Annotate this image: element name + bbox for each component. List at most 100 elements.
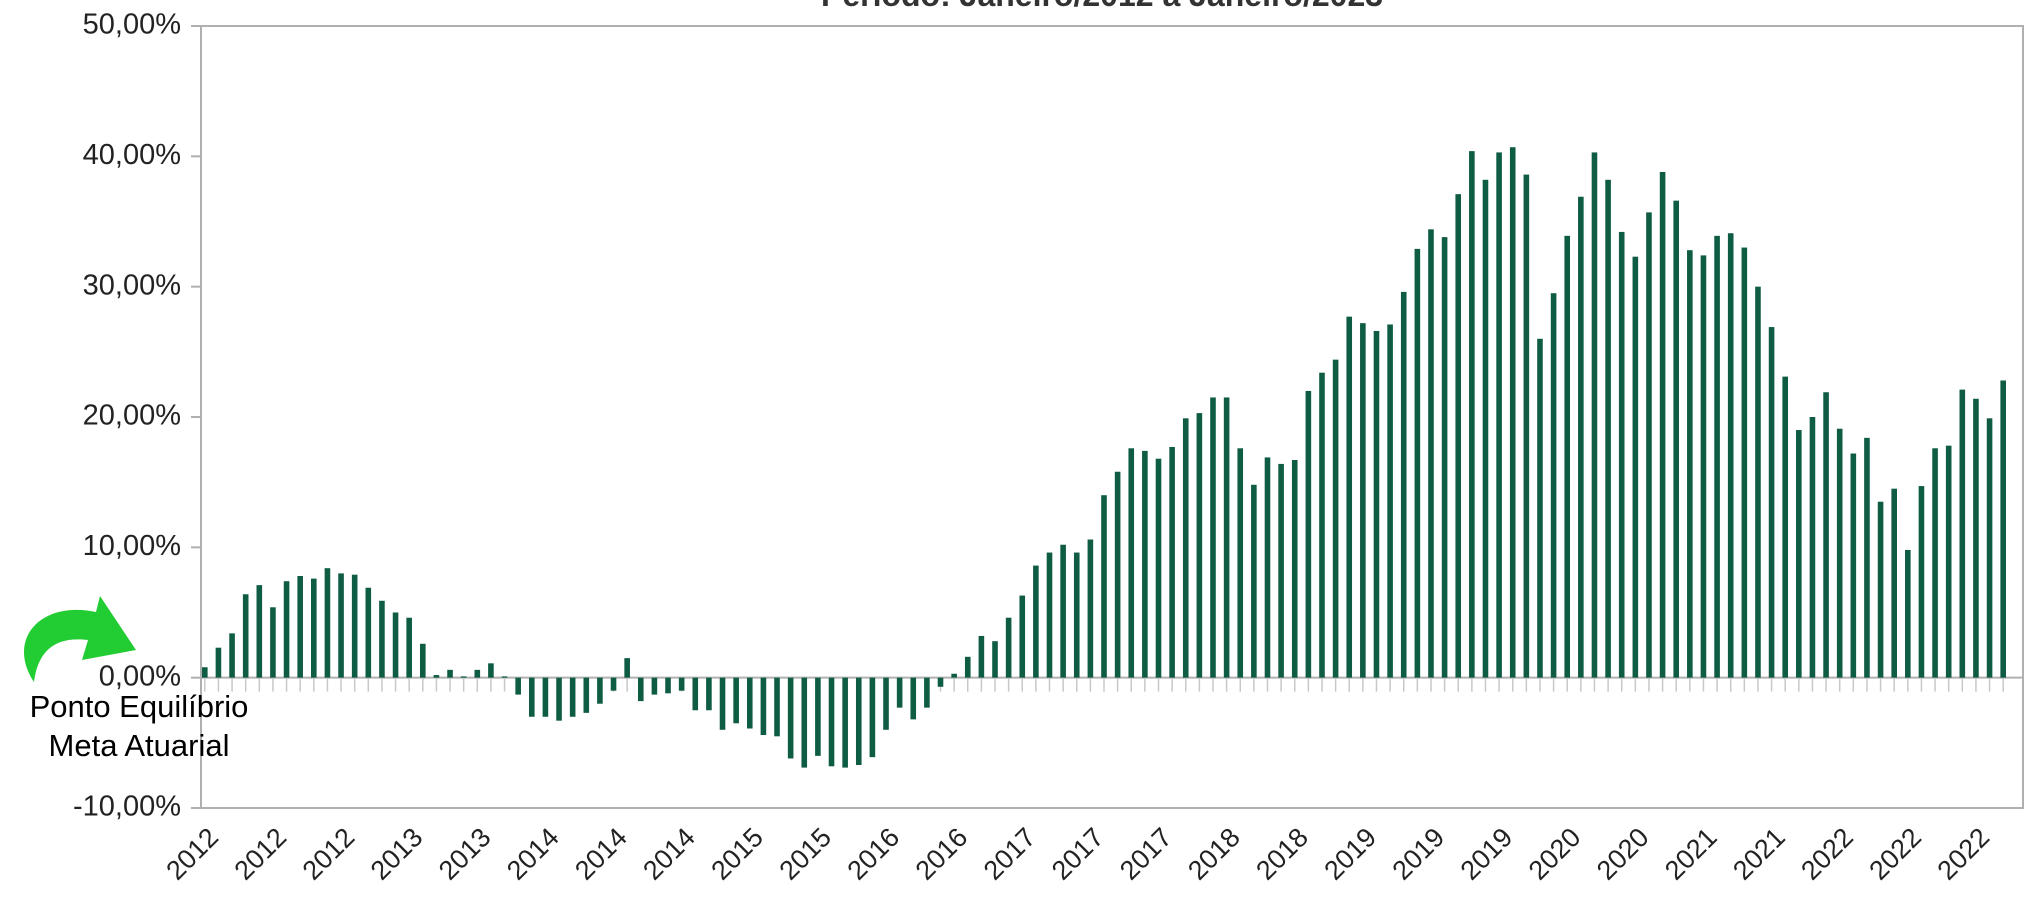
bar xyxy=(910,677,917,720)
bar xyxy=(528,677,535,717)
bar xyxy=(964,656,971,678)
bar xyxy=(1237,448,1244,678)
bar xyxy=(1019,595,1026,678)
x-tick-label: 2020 xyxy=(1591,822,1655,886)
x-tick-label: 2016 xyxy=(842,822,906,886)
y-tick-label: 20,00% xyxy=(83,400,181,432)
x-tick-label: 2016 xyxy=(910,822,974,886)
bar xyxy=(1877,501,1884,678)
bar xyxy=(229,633,235,678)
bar xyxy=(242,594,249,678)
bar xyxy=(1005,617,1012,678)
x-tick-label: 2018 xyxy=(1250,822,1314,886)
bar xyxy=(460,676,467,678)
bar xyxy=(215,647,222,678)
bar xyxy=(365,587,372,678)
bar xyxy=(1182,418,1189,678)
bar xyxy=(1046,552,1053,678)
bar xyxy=(338,573,344,678)
plot-frame xyxy=(200,25,2024,809)
bar xyxy=(569,677,576,717)
bar xyxy=(1959,389,1966,678)
bar xyxy=(1578,196,1584,678)
bar xyxy=(1400,291,1407,678)
bar xyxy=(1741,247,1748,678)
bar xyxy=(1073,552,1080,678)
bar xyxy=(678,677,685,691)
bar xyxy=(1033,565,1039,678)
bar xyxy=(1346,316,1353,678)
bar xyxy=(597,677,603,704)
bar xyxy=(1632,256,1639,678)
bar xyxy=(760,677,767,736)
x-tick-label: 2017 xyxy=(1046,822,1110,886)
bar xyxy=(1714,235,1720,678)
bar xyxy=(719,677,726,730)
bar xyxy=(883,677,889,730)
bar xyxy=(815,677,821,756)
bar xyxy=(406,617,412,678)
bar xyxy=(1387,324,1393,678)
bar xyxy=(297,576,303,678)
bar xyxy=(733,677,739,724)
bar xyxy=(1441,237,1448,678)
bar xyxy=(1864,437,1870,678)
x-tick-label: 2013 xyxy=(433,822,497,886)
bar xyxy=(515,677,521,695)
bar xyxy=(419,643,426,678)
bar xyxy=(1550,293,1557,678)
x-tick-label: 2022 xyxy=(1932,822,1996,886)
bar xyxy=(746,677,753,729)
bar xyxy=(474,669,481,678)
bar xyxy=(1687,250,1693,678)
bar xyxy=(1428,229,1434,678)
bar xyxy=(1850,453,1857,678)
bar xyxy=(1360,323,1366,678)
bar xyxy=(1291,460,1298,678)
bar xyxy=(1755,286,1761,678)
y-tick-label: 10,00% xyxy=(83,530,181,562)
x-tick-label: 2014 xyxy=(569,822,633,886)
x-tick-label: 2021 xyxy=(1659,822,1723,886)
bar xyxy=(1782,376,1789,678)
bar xyxy=(1809,417,1816,678)
bar xyxy=(1142,450,1148,678)
bar xyxy=(624,658,630,678)
bar xyxy=(542,677,549,717)
bar xyxy=(1796,430,1802,678)
bar xyxy=(1564,235,1571,678)
bar xyxy=(842,677,848,768)
bar xyxy=(379,600,385,678)
bar xyxy=(992,641,998,678)
bar xyxy=(311,578,317,678)
bar xyxy=(1196,413,1203,678)
bar xyxy=(1973,398,1979,678)
bar xyxy=(1223,397,1230,678)
bar xyxy=(501,676,508,678)
bar xyxy=(1659,171,1666,678)
bar xyxy=(610,677,617,691)
bar xyxy=(433,675,440,678)
x-tick-label: 2017 xyxy=(978,822,1042,886)
x-tick-label: 2020 xyxy=(1523,822,1587,886)
bar xyxy=(351,574,358,678)
bar xyxy=(855,677,862,765)
x-tick-label: 2022 xyxy=(1863,822,1927,886)
bar xyxy=(1673,200,1680,678)
y-tick-label: 50,00% xyxy=(83,9,181,41)
bar xyxy=(1087,539,1094,678)
bar xyxy=(1986,418,1993,678)
y-tick-label: 40,00% xyxy=(83,139,181,171)
x-tick-label: 2013 xyxy=(365,822,429,886)
bar xyxy=(951,673,957,678)
x-tick-label: 2015 xyxy=(773,822,837,886)
x-tick-label: 2015 xyxy=(705,822,769,886)
bar xyxy=(1605,179,1611,678)
bar xyxy=(1537,338,1543,678)
bar xyxy=(1251,484,1257,678)
bar xyxy=(1210,397,1216,678)
bar xyxy=(1319,372,1325,678)
annotation: Ponto Equilíbrio xyxy=(30,689,249,724)
x-tick-label: 2019 xyxy=(1455,822,1519,886)
bar xyxy=(1373,330,1380,678)
